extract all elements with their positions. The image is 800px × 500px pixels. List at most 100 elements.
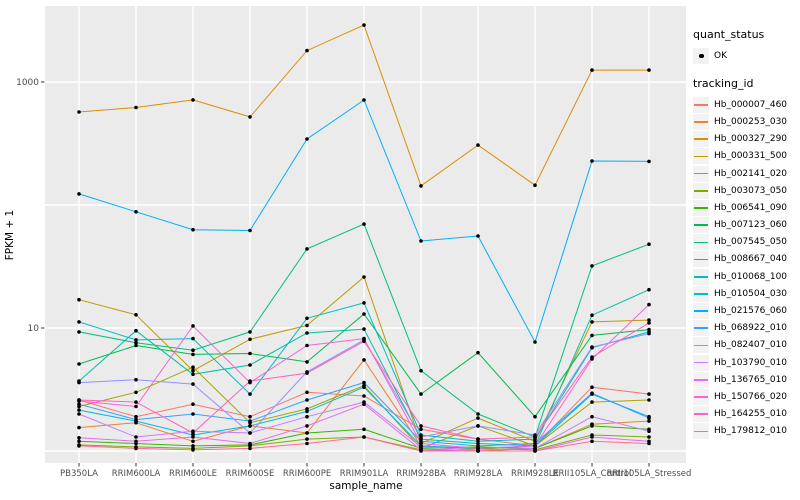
data-point[interactable] xyxy=(248,363,252,367)
data-point[interactable] xyxy=(362,301,366,305)
data-point[interactable] xyxy=(647,321,651,325)
data-point[interactable] xyxy=(647,331,651,336)
data-point[interactable] xyxy=(362,385,366,390)
data-point[interactable] xyxy=(590,435,594,439)
data-point[interactable] xyxy=(191,352,195,357)
data-point[interactable] xyxy=(647,287,651,292)
legend-item-Hb_006541_090[interactable]: Hb_006541_090 xyxy=(693,199,799,216)
data-point[interactable] xyxy=(419,427,423,432)
data-point[interactable] xyxy=(134,414,138,419)
data-point[interactable] xyxy=(134,328,138,333)
data-point[interactable] xyxy=(248,379,252,383)
data-point[interactable] xyxy=(191,368,195,373)
data-point[interactable] xyxy=(77,436,81,440)
data-point[interactable] xyxy=(305,316,309,321)
data-point[interactable] xyxy=(134,377,138,382)
data-point[interactable] xyxy=(248,424,252,428)
data-point[interactable] xyxy=(248,228,252,233)
data-point[interactable] xyxy=(362,427,366,432)
data-point[interactable] xyxy=(362,23,366,27)
data-point[interactable] xyxy=(248,392,252,396)
data-point[interactable] xyxy=(647,392,651,396)
data-point[interactable] xyxy=(305,331,309,335)
data-point[interactable] xyxy=(647,398,651,402)
data-point[interactable] xyxy=(134,210,138,214)
data-point[interactable] xyxy=(419,449,423,453)
data-point[interactable] xyxy=(191,227,195,232)
data-point[interactable] xyxy=(362,275,366,279)
data-point[interactable] xyxy=(191,98,195,102)
data-point[interactable] xyxy=(305,390,309,395)
data-point[interactable] xyxy=(590,159,594,163)
data-point[interactable] xyxy=(134,417,138,422)
data-point[interactable] xyxy=(590,313,594,318)
data-point[interactable] xyxy=(590,345,594,349)
data-point[interactable] xyxy=(476,143,480,147)
data-point[interactable] xyxy=(590,385,594,390)
data-point[interactable] xyxy=(305,343,309,348)
data-point[interactable] xyxy=(362,336,366,341)
data-point[interactable] xyxy=(419,424,423,428)
data-point[interactable] xyxy=(305,323,309,328)
data-point[interactable] xyxy=(248,414,252,419)
data-point[interactable] xyxy=(77,425,81,430)
data-point[interactable] xyxy=(248,351,252,356)
data-point[interactable] xyxy=(305,398,309,402)
legend-item-Hb_164255_010[interactable]: Hb_164255_010 xyxy=(693,406,799,423)
data-point[interactable] xyxy=(362,402,366,407)
data-point[interactable] xyxy=(647,159,651,164)
data-point[interactable] xyxy=(362,435,366,439)
data-point[interactable] xyxy=(191,324,195,328)
data-point[interactable] xyxy=(191,348,195,353)
data-point[interactable] xyxy=(191,444,195,448)
legend-item-Hb_082407_010[interactable]: Hb_082407_010 xyxy=(693,337,799,354)
legend-item-Hb_150766_020[interactable]: Hb_150766_020 xyxy=(693,388,799,405)
legend-item-Hb_010068_100[interactable]: Hb_010068_100 xyxy=(693,268,799,285)
data-point[interactable] xyxy=(305,407,309,411)
legend-item-Hb_000327_290[interactable]: Hb_000327_290 xyxy=(693,131,799,148)
data-point[interactable] xyxy=(419,392,423,396)
data-point[interactable] xyxy=(590,414,594,419)
data-point[interactable] xyxy=(533,444,537,448)
data-point[interactable] xyxy=(590,264,594,268)
data-point[interactable] xyxy=(476,437,480,441)
data-point[interactable] xyxy=(305,48,309,53)
data-point[interactable] xyxy=(647,441,651,446)
data-point[interactable] xyxy=(305,431,309,435)
data-point[interactable] xyxy=(305,137,309,141)
data-point[interactable] xyxy=(590,333,594,338)
data-point[interactable] xyxy=(134,404,138,409)
data-point[interactable] xyxy=(248,431,252,435)
data-point[interactable] xyxy=(305,424,309,428)
data-point[interactable] xyxy=(248,446,252,451)
data-point[interactable] xyxy=(647,318,651,322)
data-point[interactable] xyxy=(134,338,138,342)
legend-item-Hb_010504_030[interactable]: Hb_010504_030 xyxy=(693,285,799,302)
legend-item-Hb_000253_030[interactable]: Hb_000253_030 xyxy=(693,113,799,130)
legend-item-Hb_136765_010[interactable]: Hb_136765_010 xyxy=(693,371,799,388)
data-point[interactable] xyxy=(134,390,138,395)
data-point[interactable] xyxy=(419,441,423,446)
data-point[interactable] xyxy=(248,337,252,342)
data-point[interactable] xyxy=(134,340,138,345)
data-point[interactable] xyxy=(362,98,366,102)
data-point[interactable] xyxy=(362,394,366,398)
data-point[interactable] xyxy=(419,239,423,243)
data-point[interactable] xyxy=(647,68,651,72)
data-point[interactable] xyxy=(590,424,594,428)
legend-item-Hb_068922_010[interactable]: Hb_068922_010 xyxy=(693,320,799,337)
data-point[interactable] xyxy=(134,400,138,404)
data-point[interactable] xyxy=(191,372,195,377)
data-point[interactable] xyxy=(77,192,81,196)
data-point[interactable] xyxy=(191,382,195,386)
data-point[interactable] xyxy=(77,320,81,324)
data-point[interactable] xyxy=(191,365,195,370)
data-point[interactable] xyxy=(191,412,195,416)
data-point[interactable] xyxy=(248,419,252,423)
data-point[interactable] xyxy=(77,362,81,366)
data-point[interactable] xyxy=(590,400,594,404)
data-point[interactable] xyxy=(248,330,252,334)
data-point[interactable] xyxy=(476,412,480,416)
data-point[interactable] xyxy=(191,435,195,439)
data-point[interactable] xyxy=(134,435,138,439)
